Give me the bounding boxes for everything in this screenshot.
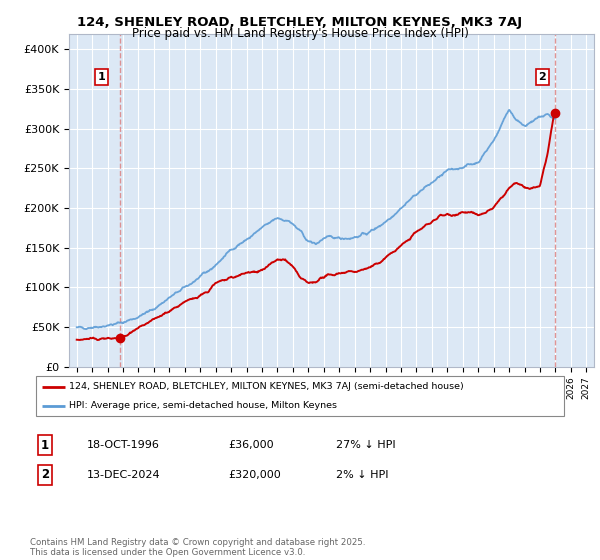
Text: 124, SHENLEY ROAD, BLETCHLEY, MILTON KEYNES, MK3 7AJ: 124, SHENLEY ROAD, BLETCHLEY, MILTON KEY… [77, 16, 523, 29]
Text: HPI: Average price, semi-detached house, Milton Keynes: HPI: Average price, semi-detached house,… [69, 402, 337, 410]
Text: £36,000: £36,000 [228, 440, 274, 450]
Text: 1: 1 [98, 72, 106, 82]
Text: 18-OCT-1996: 18-OCT-1996 [87, 440, 160, 450]
FancyBboxPatch shape [36, 376, 564, 417]
Text: 13-DEC-2024: 13-DEC-2024 [87, 470, 161, 480]
Text: 27% ↓ HPI: 27% ↓ HPI [336, 440, 395, 450]
Text: 2: 2 [538, 72, 546, 82]
Text: Price paid vs. HM Land Registry's House Price Index (HPI): Price paid vs. HM Land Registry's House … [131, 27, 469, 40]
Text: 1: 1 [41, 438, 49, 452]
Text: Contains HM Land Registry data © Crown copyright and database right 2025.
This d: Contains HM Land Registry data © Crown c… [30, 538, 365, 557]
Text: 2: 2 [41, 468, 49, 482]
Text: £320,000: £320,000 [228, 470, 281, 480]
Text: 2% ↓ HPI: 2% ↓ HPI [336, 470, 389, 480]
Text: 124, SHENLEY ROAD, BLETCHLEY, MILTON KEYNES, MK3 7AJ (semi-detached house): 124, SHENLEY ROAD, BLETCHLEY, MILTON KEY… [69, 382, 463, 391]
